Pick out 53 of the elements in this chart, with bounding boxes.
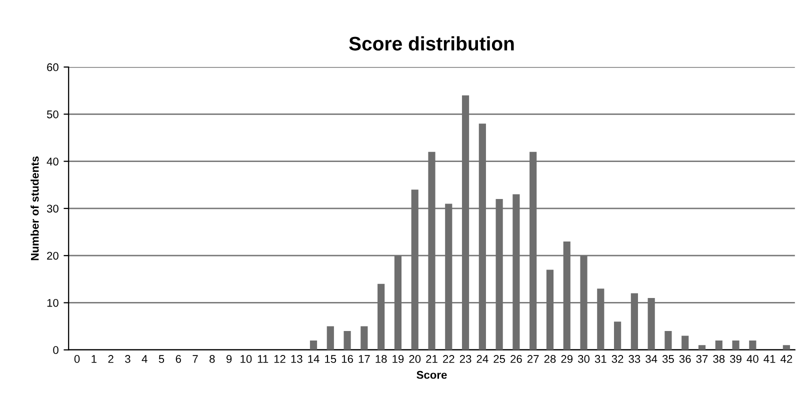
y-tick-label: 40 [46,158,58,166]
x-tick-label: 19 [392,355,404,363]
x-tick-label: 20 [409,355,421,363]
x-tick-label: 40 [746,355,758,363]
x-tick-label: 32 [612,355,624,363]
x-tick-label: 6 [176,355,181,363]
x-tick-label: 33 [628,355,640,363]
x-tick-label: 35 [662,355,674,363]
x-tick-label: 25 [494,355,506,363]
x-tick-label: 10 [240,355,252,363]
x-tick-label: 39 [730,355,742,363]
x-tick-label: 34 [646,355,658,363]
x-tick-label: 23 [460,355,472,363]
x-tick-label: 3 [125,355,130,363]
x-tick-label: 24 [476,355,488,363]
x-tick-label: 15 [325,355,336,363]
x-tick-label: 37 [696,355,708,363]
x-tick-label: 41 [764,355,776,363]
x-tick-label: 9 [226,355,232,363]
x-tick-label: 12 [274,355,286,363]
x-tick-label: 26 [510,355,522,363]
x-tick-label: 17 [358,355,370,363]
x-tick-label: 21 [426,355,438,363]
x-tick-label: 2 [108,355,114,363]
y-tick-label: 60 [47,63,58,72]
y-tick-label: 10 [47,298,58,307]
x-tick-label: 31 [594,355,606,363]
x-tick-label: 38 [713,355,725,363]
y-tick-label: 30 [46,204,58,213]
y-tick-label: 0 [53,346,58,354]
x-tick-label: 5 [158,355,164,363]
x-tick-label: 0 [74,355,80,363]
x-tick-label: 29 [561,355,573,363]
x-tick-label: 8 [210,355,215,363]
x-tick-label: 7 [192,355,198,363]
x-tick-label: 13 [291,355,302,363]
x-tick-label: 1 [92,355,96,363]
y-axis-title: Number of students [30,156,39,260]
x-tick-label: 42 [780,355,792,363]
x-tick-label: 11 [258,355,268,363]
x-axis-title: Score [416,370,447,379]
x-tick-label: 18 [376,355,387,363]
chart-title: Score distribution [349,36,514,51]
x-tick-label: 4 [142,355,148,363]
x-tick-label: 36 [679,355,691,363]
x-tick-label: 22 [443,355,454,363]
y-tick-label: 20 [47,252,58,260]
x-tick-label: 16 [342,355,353,363]
x-tick-label: 27 [527,355,539,363]
y-tick-label: 50 [46,110,58,118]
x-tick-label: 30 [578,355,590,363]
x-tick-label: 28 [544,355,556,363]
x-tick-label: 14 [308,355,320,363]
